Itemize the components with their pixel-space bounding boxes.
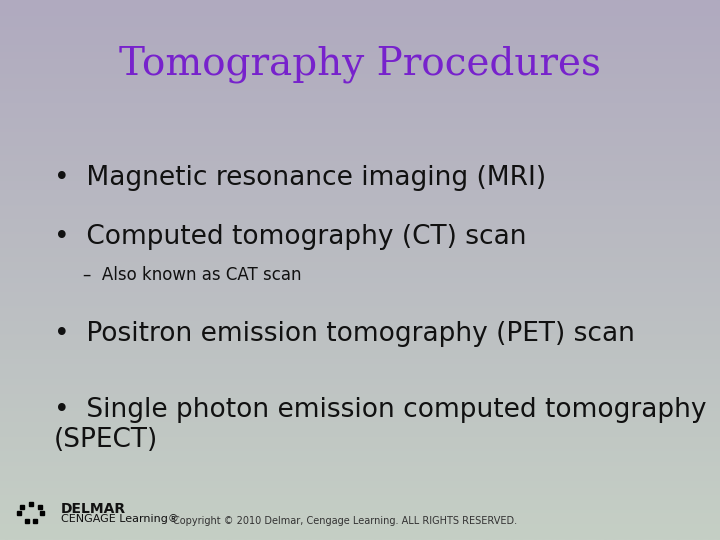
Text: Tomography Procedures: Tomography Procedures <box>119 46 601 83</box>
Text: CENGAGE Learning®: CENGAGE Learning® <box>61 515 179 524</box>
Text: •  Single photon emission computed tomography
(SPECT): • Single photon emission computed tomogr… <box>54 397 706 453</box>
Text: Copyright © 2010 Delmar, Cengage Learning. ALL RIGHTS RESERVED.: Copyright © 2010 Delmar, Cengage Learnin… <box>173 516 517 525</box>
Text: •  Positron emission tomography (PET) scan: • Positron emission tomography (PET) sca… <box>54 321 635 347</box>
Text: DELMAR: DELMAR <box>61 502 126 516</box>
Text: •  Computed tomography (CT) scan: • Computed tomography (CT) scan <box>54 224 526 250</box>
Text: •  Magnetic resonance imaging (MRI): • Magnetic resonance imaging (MRI) <box>54 165 546 191</box>
Text: –  Also known as CAT scan: – Also known as CAT scan <box>83 266 301 284</box>
